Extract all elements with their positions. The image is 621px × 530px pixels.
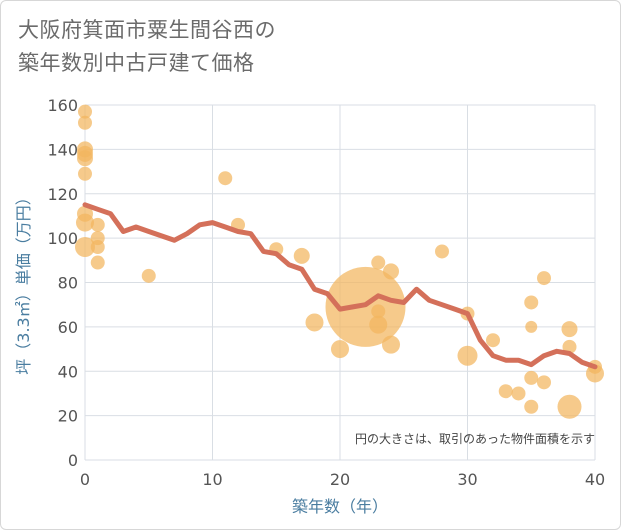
bubble-point	[537, 271, 551, 286]
y-tick-label: 160	[47, 96, 78, 115]
bubble-point	[486, 333, 500, 348]
y-tick-label: 120	[47, 185, 78, 204]
bubble-point	[562, 339, 577, 354]
bubble-point	[141, 268, 156, 283]
bubble-layer	[75, 104, 604, 419]
bubble-point	[371, 255, 386, 270]
bubble-point	[561, 321, 578, 338]
bubble-point	[371, 304, 386, 319]
bubble-size-note: 円の大きさは、取引のあった物件面積を示す	[355, 431, 595, 446]
bubble-point	[77, 150, 93, 167]
bubble-point	[586, 364, 604, 383]
grid-lines	[84, 104, 596, 461]
bubble-point	[498, 384, 513, 399]
bubble-point	[524, 295, 539, 310]
y-tick-label: 60	[58, 318, 78, 337]
x-tick-label: 30	[457, 470, 477, 489]
bubble-point	[78, 104, 92, 119]
bubble-point	[75, 237, 95, 257]
bubble-point	[383, 263, 399, 280]
bubble-point	[78, 166, 92, 181]
y-tick-label: 40	[58, 362, 78, 381]
y-tick-labels: 0 20 40 60 80 100 120 140 160	[47, 96, 78, 470]
bubble-point	[305, 313, 324, 332]
bubble-point	[457, 345, 478, 366]
bubble-point	[90, 217, 105, 232]
x-tick-label: 40	[585, 470, 605, 489]
bubble-point	[90, 255, 105, 270]
bubble-point	[218, 171, 233, 186]
x-tick-label: 10	[202, 470, 222, 489]
y-tick-label: 20	[58, 407, 78, 426]
bubble-point	[435, 244, 449, 259]
bubble-point	[90, 240, 105, 254]
chart-title: 大阪府箕面市粟生間谷西の 築年数別中古戸建て価格	[18, 14, 276, 80]
y-tick-label: 80	[58, 274, 78, 293]
title-line-1: 大阪府箕面市粟生間谷西の	[18, 18, 276, 42]
y-tick-label: 100	[47, 229, 78, 248]
bubble-point	[511, 386, 526, 401]
x-tick-label: 0	[80, 470, 90, 489]
x-tick-labels: 0 10 20 30 40	[80, 470, 605, 489]
bubble-point	[557, 394, 582, 419]
bubble-point	[369, 315, 388, 334]
y-tick-label: 140	[47, 140, 78, 159]
x-tick-label: 20	[330, 470, 350, 489]
average-price-line	[82, 202, 598, 370]
bubble-point	[331, 340, 349, 359]
bubble-point	[525, 320, 538, 333]
y-tick-label: 0	[68, 451, 78, 470]
y-axis-label: 坪（3.3㎡）単価（万円）	[14, 189, 33, 374]
title-line-2: 築年数別中古戸建て価格	[18, 51, 255, 75]
bubble-point	[382, 335, 400, 354]
bubble-point	[524, 370, 539, 385]
bubble-point	[537, 375, 551, 390]
bubble-point	[78, 115, 92, 130]
bubble-point	[524, 399, 539, 414]
x-axis-label: 築年数（年）	[292, 497, 388, 516]
bubble-point	[293, 247, 310, 264]
bubble-point	[76, 213, 94, 232]
